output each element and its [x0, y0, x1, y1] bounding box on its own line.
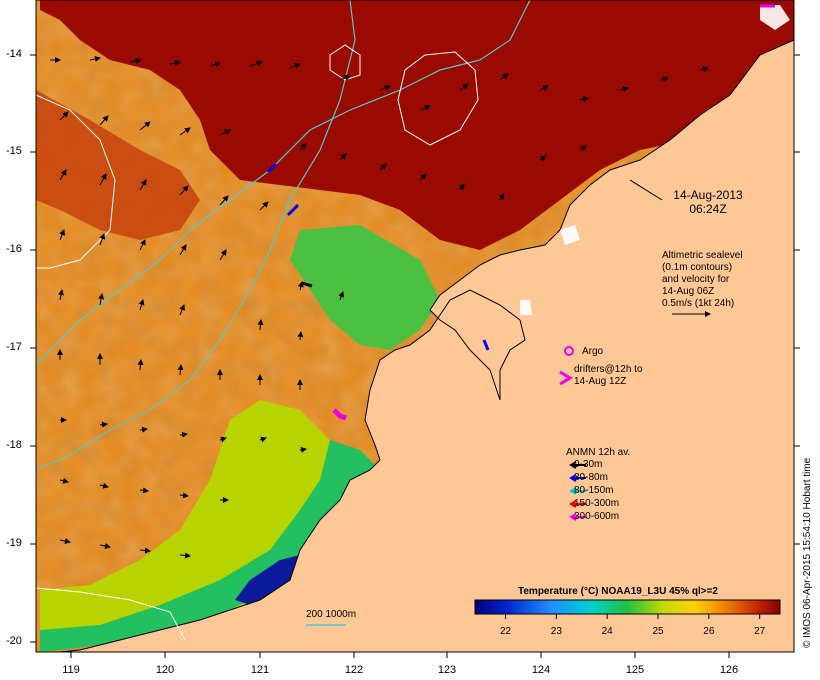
anmn-legend-arrows — [569, 461, 586, 521]
x-tick-label: 126 — [719, 664, 739, 676]
datestamp-pointer — [629, 179, 663, 201]
x-tick-label: 121 — [250, 664, 270, 676]
colorbar-title: Temperature (°C) NOAA19_L3U 45% ql>=2 — [518, 586, 718, 597]
anmn-legend-row: 80-150m — [574, 485, 614, 496]
altimetry-line: and velocity for — [662, 274, 730, 285]
x-tick-label: 122 — [344, 664, 364, 676]
colorbar-tick-label: 23 — [550, 626, 562, 637]
colorbar-tick-label: 24 — [601, 626, 613, 637]
sealevel-contour-a — [35, 94, 116, 269]
anmn-legend-row: 300-600m — [574, 511, 620, 522]
land-mass — [60, 40, 794, 652]
anmn-legend-row: 30-80m — [574, 472, 608, 483]
anmn-legend-row: 150-300m — [574, 498, 620, 509]
colorbar-tick-label: 26 — [703, 626, 715, 637]
x-tick-label: 120 — [155, 664, 175, 676]
y-tick-label: -20 — [6, 635, 22, 647]
scale-label: 200 1000m — [306, 609, 357, 620]
argo-label: Argo — [582, 346, 604, 357]
drifters-line: drifters@12h to — [574, 364, 643, 375]
anmn-legend-title: ANMN 12h av. — [566, 447, 631, 458]
altimetry-line: Altimetric sealevel — [662, 250, 743, 261]
altimetry-note: Altimetric sealevel (0.1m contours) and … — [662, 250, 743, 310]
tick-marks — [30, 54, 800, 658]
colorbar-tick-label: 25 — [652, 626, 664, 637]
drifter-track — [332, 408, 347, 421]
x-tick-label: 123 — [437, 664, 457, 676]
sealevel-contour-d — [35, 587, 186, 641]
datestamp-time: 06:24Z — [689, 202, 727, 216]
shelf-contour-1000m — [35, 0, 356, 471]
y-tick-label: -16 — [6, 243, 22, 255]
datestamp-date: 14-Aug-2013 — [673, 188, 743, 202]
shelf-contour-200m — [35, 0, 531, 366]
mooring-track-blue-c — [482, 339, 490, 351]
datestamp: 14-Aug-2013 06:24Z — [663, 188, 753, 216]
colorbar-tick-marks — [505, 614, 761, 619]
x-tick-label: 119 — [62, 664, 80, 676]
colorbar-tick-label: 22 — [499, 626, 512, 637]
mooring-track-blue-a — [266, 162, 278, 174]
argo-marker — [564, 346, 574, 356]
mooring-track-black — [301, 281, 313, 288]
map-frame — [30, 0, 800, 658]
y-tick-label: -15 — [6, 145, 22, 157]
altimetry-line: 0.5m/s (1kt 24h) — [662, 298, 735, 309]
plot-border — [35, 0, 795, 653]
x-tick-label: 124 — [531, 664, 551, 676]
mooring-track-blue-b — [286, 203, 300, 217]
credit-text: © IMOS 06-Apr-2015 15:54:10 Hobart time — [802, 457, 813, 648]
y-tick-label: -17 — [6, 341, 22, 353]
sealevel-contour-b — [397, 51, 479, 146]
sealevel-contour-c — [329, 44, 361, 81]
anmn-legend-row: 0-30m — [574, 459, 603, 470]
coastline — [59, 39, 795, 653]
velocity-arrows — [50, 56, 709, 559]
cool-water-coastal — [290, 225, 440, 350]
warm-water-west — [36, 90, 200, 240]
warm-water-north — [40, 0, 794, 250]
colorbar — [474, 599, 781, 615]
x-tick-label: 125 — [625, 664, 645, 676]
y-tick-label: -18 — [6, 439, 22, 451]
y-tick-label: -19 — [6, 537, 22, 549]
cold-water-pocket — [235, 555, 305, 605]
altimetry-line: (0.1m contours) — [662, 262, 733, 273]
drifters-label: drifters@12h to 14-Aug 12Z — [574, 364, 643, 388]
drifters-line: 14-Aug 12Z — [574, 376, 627, 387]
altimetry-line: 14-Aug 06Z — [662, 286, 715, 297]
y-tick-label: -14 — [6, 48, 22, 60]
drifter-marker — [559, 370, 573, 386]
colorbar-tick-label: 27 — [754, 626, 766, 637]
